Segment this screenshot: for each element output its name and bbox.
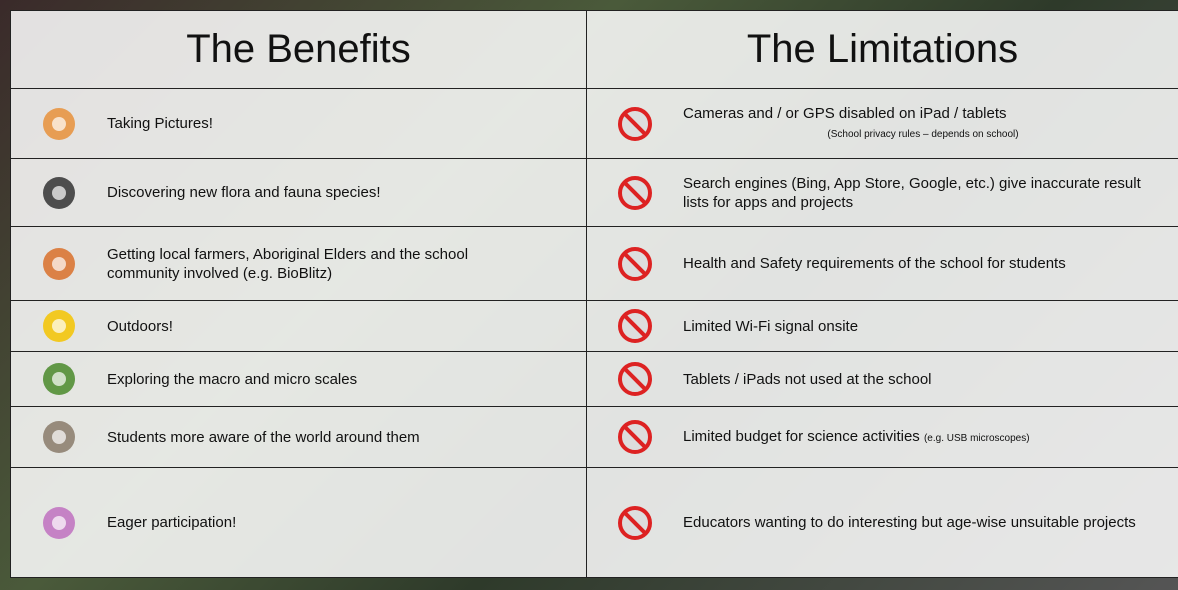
icon — [11, 414, 107, 460]
icon — [587, 173, 683, 213]
row: Discovering new flora and fauna species!… — [10, 158, 1178, 227]
icon — [11, 356, 107, 402]
ban-icon — [618, 309, 652, 343]
limitation-note: (e.g. USB microscopes) — [923, 432, 1030, 444]
clipart-icon — [43, 247, 75, 280]
cell: Tablets / iPads not used at the school — [587, 359, 1178, 399]
cell: Eager participation! — [11, 500, 586, 546]
icon — [11, 303, 107, 349]
icon — [11, 500, 107, 546]
ban-icon — [618, 246, 652, 281]
clipart-icon — [43, 421, 75, 453]
row: Students more aware of the world around … — [10, 406, 1178, 468]
cell: Discovering new flora and fauna species! — [11, 170, 586, 216]
ban-icon — [618, 106, 652, 141]
row: Getting local farmers, Aboriginal Elders… — [10, 226, 1178, 301]
benefit-text: Taking Pictures! — [107, 115, 213, 132]
cell: Cameras and / or GPS disabled on iPad / … — [587, 104, 1178, 144]
benefit-cell: Eager participation! — [10, 467, 587, 578]
icon — [11, 170, 107, 216]
limitation-text: Search engines (Bing, App Store, Google,… — [683, 174, 1141, 211]
limitation-cell: Limited budget for science activities (e… — [586, 406, 1178, 468]
cell: Outdoors! — [11, 303, 586, 349]
row: Exploring the macro and micro scales Tabl… — [10, 351, 1178, 407]
cell: Limited budget for science activities (e… — [587, 417, 1178, 457]
benefit-cell: Discovering new flora and fauna species! — [10, 158, 587, 227]
limitation: Cameras and / or GPS disabled on iPad / … — [683, 104, 1163, 144]
limitation: Health and Safety requirements of the sc… — [683, 254, 1163, 273]
limitation-cell: Tablets / iPads not used at the school — [586, 351, 1178, 407]
ban-icon — [618, 175, 652, 210]
limitation-cell: Health and Safety requirements of the sc… — [586, 226, 1178, 301]
limitation: Search engines (Bing, App Store, Google,… — [683, 174, 1163, 212]
limitation: Limited budget for science activities (e… — [683, 427, 1163, 448]
icon — [587, 417, 683, 457]
row: Outdoors! Limited Wi-Fi signal onsite — [10, 300, 1178, 352]
icon — [11, 241, 107, 287]
limitation-cell: Cameras and / or GPS disabled on iPad / … — [586, 88, 1178, 159]
ban-icon — [618, 420, 652, 454]
cell: Limited Wi-Fi signal onsite — [587, 306, 1178, 346]
limitation-text: Limited budget for science activities — [683, 427, 920, 445]
cell: Taking Pictures! — [11, 101, 586, 147]
icon — [587, 244, 683, 284]
benefit-cell: Getting local farmers, Aboriginal Elders… — [10, 226, 587, 301]
benefit-text: Students more aware of the world around … — [107, 428, 420, 446]
limitation: Tablets / iPads not used at the school — [683, 370, 1163, 389]
limitation-text: Cameras and / or GPS disabled on iPad / … — [683, 104, 1007, 122]
icon — [587, 104, 683, 144]
header: The Benefits — [10, 10, 587, 89]
limitation-text: Health and Safety requirements of the sc… — [683, 255, 1066, 272]
comparison-table: The Benefits The Limitations Taking Pict… — [10, 10, 1178, 578]
benefit-text: Outdoors! — [107, 317, 173, 335]
limitation: Educators wanting to do interesting but … — [683, 513, 1163, 532]
benefit-cell: Exploring the macro and micro scales — [10, 351, 587, 407]
cell: Search engines (Bing, App Store, Google,… — [587, 173, 1178, 213]
limitation-cell: Educators wanting to do interesting but … — [586, 467, 1178, 578]
limitation-cell: Search engines (Bing, App Store, Google,… — [586, 158, 1178, 227]
cell: Getting local farmers, Aboriginal Elders… — [11, 241, 586, 287]
header: The Limitations — [586, 10, 1178, 89]
benefit-text: Exploring the macro and micro scales — [107, 370, 358, 388]
benefit-text: Eager participation! — [107, 514, 237, 531]
ban-icon — [618, 362, 652, 396]
cell: Exploring the macro and micro scales — [11, 356, 586, 402]
cell: Educators wanting to do interesting but … — [587, 503, 1178, 543]
clipart-icon — [43, 310, 75, 342]
clipart-icon — [43, 363, 75, 395]
clipart-icon — [43, 107, 75, 140]
benefit-text: Discovering new flora and fauna species! — [107, 184, 381, 201]
cell: Health and Safety requirements of the sc… — [587, 244, 1178, 284]
cell: Students more aware of the world around … — [11, 414, 586, 460]
benefit-cell: Students more aware of the world around … — [10, 406, 587, 468]
row: Taking Pictures! Cameras and / or GPS dis… — [10, 88, 1178, 159]
benefit-cell: Taking Pictures! — [10, 88, 587, 159]
limitation-text: Tablets / iPads not used at the school — [683, 370, 932, 388]
icon — [587, 359, 683, 399]
row: Eager participation! Educators wanting to… — [10, 467, 1178, 578]
benefit-text: Getting local farmers, Aboriginal Elders… — [107, 245, 469, 282]
benefit-cell: Outdoors! — [10, 300, 587, 352]
icon — [587, 306, 683, 346]
limitation: Limited Wi-Fi signal onsite — [683, 317, 1163, 336]
clipart-icon — [43, 176, 75, 209]
clipart-icon — [43, 506, 75, 539]
limitation-text: Limited Wi-Fi signal onsite — [683, 317, 859, 335]
limitation-cell: Limited Wi-Fi signal onsite — [586, 300, 1178, 352]
limitation-note: (School privacy rules – depends on schoo… — [827, 128, 1019, 140]
icon — [587, 503, 683, 543]
icon — [11, 101, 107, 147]
ban-icon — [618, 505, 652, 540]
limitation-text: Educators wanting to do interesting but … — [683, 514, 1136, 531]
